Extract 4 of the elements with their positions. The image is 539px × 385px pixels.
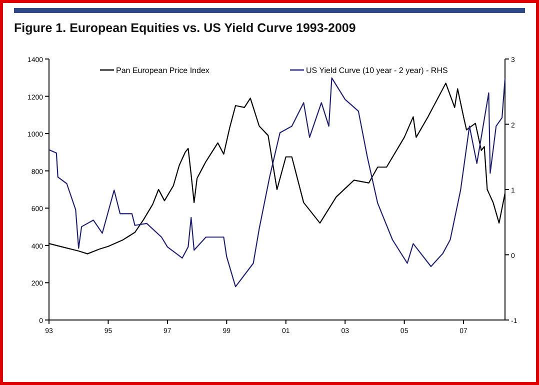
line-series [48,77,506,288]
legend-label: US Yield Curve (10 year - 2 year) - RHS [306,66,448,75]
chart-title: Figure 1. European Equities vs. US Yield Curve 1993-2009 [14,21,356,35]
legend-label: Pan European Price Index [116,66,210,75]
